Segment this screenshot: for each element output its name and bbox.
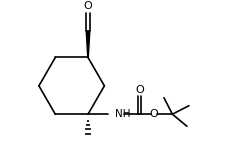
Text: NH: NH [115, 109, 130, 119]
Text: O: O [84, 1, 92, 11]
Polygon shape [86, 31, 90, 57]
Text: O: O [150, 109, 158, 119]
Text: O: O [135, 85, 144, 95]
